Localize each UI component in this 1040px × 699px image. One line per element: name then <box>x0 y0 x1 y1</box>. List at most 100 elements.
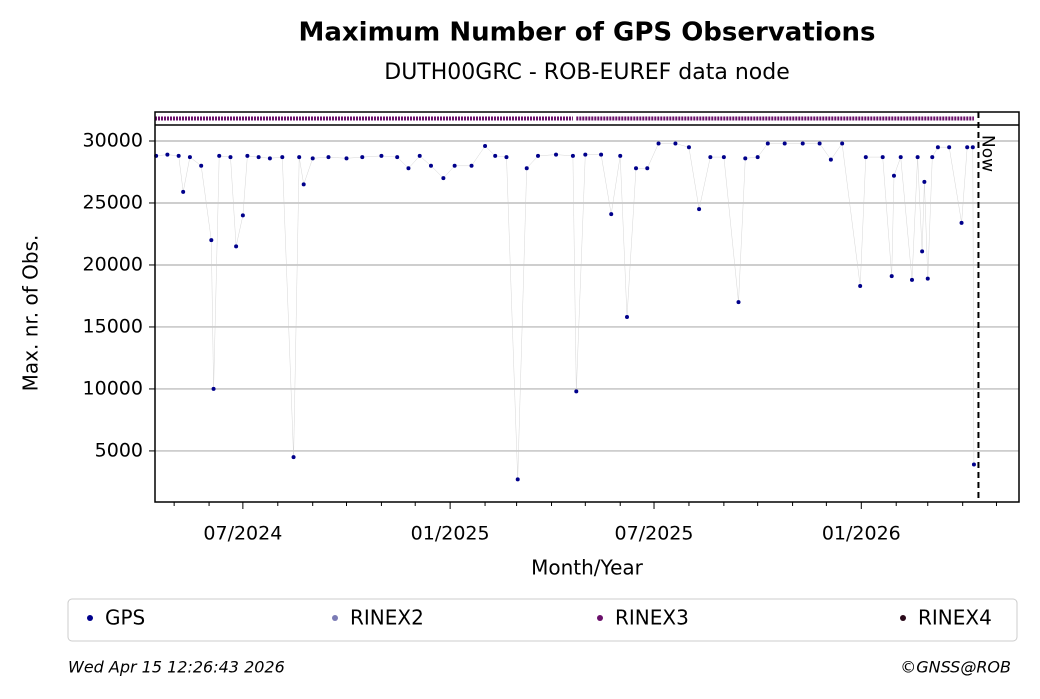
y-tick-label: 20000 <box>83 253 143 275</box>
legend-label: RINEX2 <box>350 606 424 630</box>
legend-label: RINEX3 <box>615 606 689 630</box>
data-point <box>971 462 976 467</box>
y-tick-label: 5000 <box>95 439 143 461</box>
x-axis-label: Month/Year <box>531 556 644 580</box>
data-point <box>209 238 214 243</box>
data-point <box>245 153 250 158</box>
data-point <box>915 155 920 160</box>
data-point <box>925 276 930 281</box>
data-point <box>880 155 885 160</box>
x-tick-label: 07/2025 <box>615 523 694 545</box>
x-tick-label: 07/2024 <box>203 523 282 545</box>
series-line <box>156 142 975 480</box>
data-point <box>417 153 422 158</box>
data-point <box>947 145 952 150</box>
footer-credit: ©GNSS@ROB <box>900 658 1011 677</box>
data-point <box>452 163 457 168</box>
data-point <box>217 153 222 158</box>
data-point <box>765 141 770 146</box>
data-point <box>406 166 411 171</box>
data-point <box>379 153 384 158</box>
y-tick-label: 15000 <box>83 315 143 337</box>
data-point <box>920 249 925 254</box>
data-point <box>310 156 315 161</box>
chart-title: Maximum Number of GPS Observations <box>298 18 875 48</box>
legend-marker <box>87 615 93 621</box>
legend-label: RINEX4 <box>918 606 992 630</box>
data-point <box>609 212 614 217</box>
data-point <box>800 141 805 146</box>
legend-box <box>67 598 1018 642</box>
data-point <box>863 155 868 160</box>
data-point <box>736 300 741 305</box>
data-point <box>228 155 233 160</box>
data-point <box>524 166 529 171</box>
data-point <box>181 189 186 194</box>
data-point <box>755 155 760 160</box>
data-point <box>697 207 702 212</box>
data-point <box>176 153 181 158</box>
data-point <box>673 141 678 146</box>
data-point <box>858 284 863 289</box>
data-point <box>301 182 306 187</box>
data-point <box>965 145 970 150</box>
legend-marker <box>332 615 338 621</box>
data-point <box>817 141 822 146</box>
chart-subtitle: DUTH00GRC - ROB-EUREF data node <box>384 60 789 85</box>
data-point <box>708 155 713 160</box>
data-point <box>554 152 559 157</box>
y-tick-label: 25000 <box>83 191 143 213</box>
x-tick-label: 01/2026 <box>822 523 901 545</box>
legend-marker <box>597 615 603 621</box>
data-point <box>898 155 903 160</box>
data-point <box>211 386 216 391</box>
data-point <box>828 157 833 162</box>
data-point <box>360 155 365 160</box>
data-point <box>909 277 914 282</box>
now-label: Now <box>977 135 997 172</box>
data-point <box>291 455 296 460</box>
data-point <box>721 155 726 160</box>
data-point <box>782 141 787 146</box>
data-point <box>515 477 520 482</box>
data-point <box>959 220 964 225</box>
data-point <box>624 315 629 320</box>
data-point <box>280 155 285 160</box>
data-point <box>686 145 691 150</box>
data-point <box>618 153 623 158</box>
data-point <box>256 155 261 160</box>
data-point <box>428 163 433 168</box>
data-point <box>583 152 588 157</box>
data-point <box>645 166 650 171</box>
data-point <box>599 152 604 157</box>
footer-date: Wed Apr 15 12:26:43 2026 <box>68 658 285 677</box>
data-point <box>395 155 400 160</box>
data-point <box>574 389 579 394</box>
legend-marker <box>900 615 906 621</box>
data-point <box>199 163 204 168</box>
plot-frame <box>154 111 1020 503</box>
y-axis-label: Max. nr. of Obs. <box>19 235 43 392</box>
x-tick-label: 01/2025 <box>411 523 490 545</box>
data-point <box>297 155 302 160</box>
data-point <box>187 155 192 160</box>
data-point <box>469 163 474 168</box>
data-point <box>891 173 896 178</box>
data-point <box>889 274 894 279</box>
data-point <box>930 155 935 160</box>
data-point <box>570 153 575 158</box>
data-point <box>441 176 446 181</box>
data-point <box>326 155 331 160</box>
data-point <box>743 156 748 161</box>
data-point <box>970 145 975 150</box>
data-point <box>840 141 845 146</box>
data-point <box>935 145 940 150</box>
legend-label: GPS <box>105 606 145 630</box>
y-tick-label: 10000 <box>83 377 143 399</box>
data-point <box>634 166 639 171</box>
data-point <box>656 141 661 146</box>
data-point <box>234 244 239 249</box>
data-point <box>922 179 927 184</box>
